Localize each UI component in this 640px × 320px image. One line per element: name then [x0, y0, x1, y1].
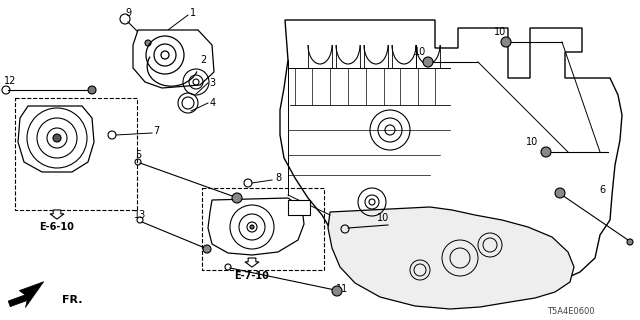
Circle shape — [232, 193, 242, 203]
Circle shape — [541, 147, 551, 157]
Circle shape — [627, 239, 633, 245]
Text: FR.: FR. — [62, 295, 83, 305]
Text: 8: 8 — [275, 173, 281, 183]
Text: 10: 10 — [414, 47, 426, 57]
Circle shape — [88, 86, 96, 94]
Text: E-6-10: E-6-10 — [40, 222, 74, 232]
Text: 4: 4 — [210, 98, 216, 108]
Polygon shape — [208, 198, 304, 255]
Text: 9: 9 — [125, 8, 131, 18]
Text: 7: 7 — [153, 126, 159, 136]
Text: E-7-10: E-7-10 — [235, 271, 269, 281]
Circle shape — [423, 57, 433, 67]
Text: 2: 2 — [200, 55, 206, 65]
Circle shape — [53, 134, 61, 142]
Polygon shape — [8, 282, 44, 308]
Circle shape — [250, 225, 254, 229]
Bar — [15, 98, 137, 210]
Text: T5A4E0600: T5A4E0600 — [547, 308, 595, 316]
Text: 10: 10 — [494, 27, 506, 37]
Circle shape — [501, 37, 511, 47]
Polygon shape — [50, 210, 64, 219]
Circle shape — [555, 188, 565, 198]
Circle shape — [145, 40, 151, 46]
Text: 5: 5 — [135, 150, 141, 160]
Text: 12: 12 — [4, 76, 16, 86]
Polygon shape — [133, 30, 214, 88]
Polygon shape — [280, 20, 622, 307]
Text: 1: 1 — [190, 8, 196, 18]
Bar — [202, 188, 324, 270]
Polygon shape — [288, 200, 310, 215]
Circle shape — [203, 245, 211, 253]
Circle shape — [332, 286, 342, 296]
Text: 13: 13 — [134, 210, 146, 220]
Text: 10: 10 — [526, 137, 538, 147]
Text: 6: 6 — [599, 185, 605, 195]
Text: 10: 10 — [377, 213, 389, 223]
Polygon shape — [328, 207, 574, 309]
Text: 3: 3 — [209, 78, 215, 88]
Polygon shape — [245, 258, 259, 267]
Text: 11: 11 — [336, 284, 348, 294]
Polygon shape — [18, 106, 94, 172]
